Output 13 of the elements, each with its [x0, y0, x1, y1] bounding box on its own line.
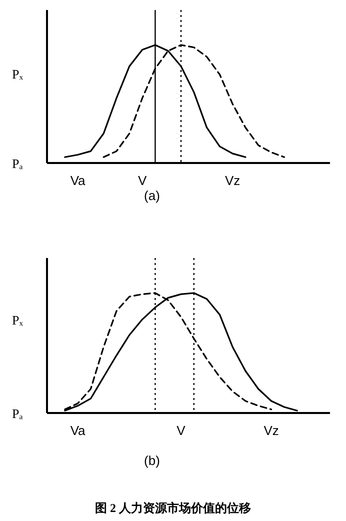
text: Pₐ [12, 156, 24, 171]
x-tick-label: V [176, 423, 186, 438]
text: Pₓ [12, 66, 24, 82]
x-tick-label: Vz [264, 423, 279, 438]
x-tick-label: V [138, 173, 147, 188]
x-tick-label: Va [70, 423, 86, 438]
text: Pₓ [12, 312, 24, 328]
x-axis-title: (a) [144, 188, 160, 203]
x-tick-label: Va [70, 173, 86, 188]
caption: 图 2 人力资源市场价值的位移 [95, 501, 251, 515]
x-tick-label: Vz [225, 173, 240, 188]
x-axis-title: (b) [144, 453, 160, 468]
text: Pₐ [12, 406, 24, 421]
